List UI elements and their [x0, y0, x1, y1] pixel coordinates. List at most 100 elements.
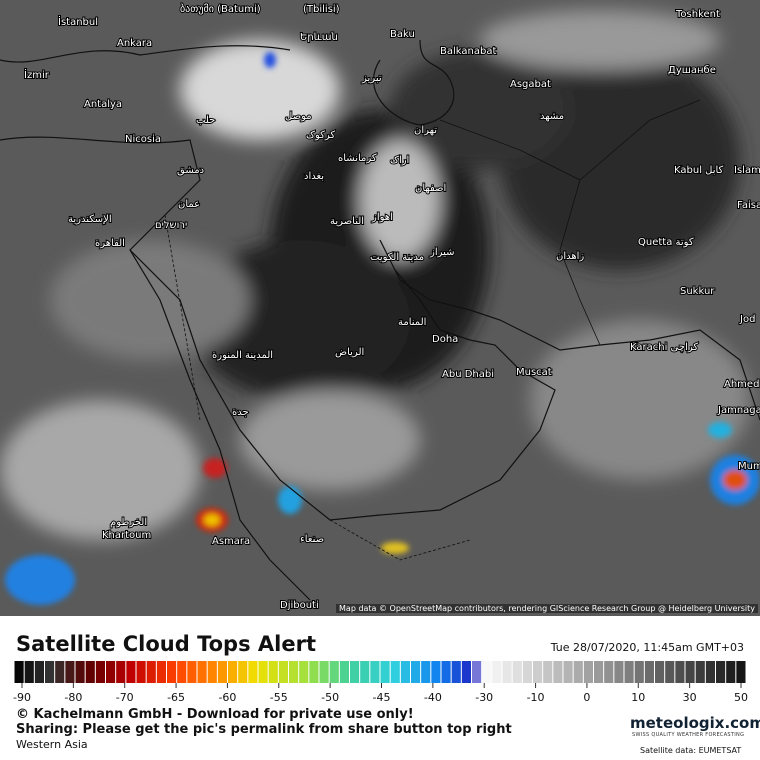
city-label: شیراز — [429, 247, 455, 258]
scale-swatch — [116, 661, 126, 683]
scale-swatch — [390, 661, 400, 683]
scale-swatch — [461, 661, 471, 683]
city-label: Djibouti — [280, 600, 319, 611]
scale-swatch — [522, 661, 532, 683]
scale-swatch — [665, 661, 675, 683]
scale-swatch — [675, 661, 685, 683]
scale-swatch — [512, 661, 522, 683]
scale-swatch — [421, 661, 431, 683]
scale-swatch — [543, 661, 553, 683]
scale-swatch — [624, 661, 634, 683]
city-label: Doha — [432, 334, 458, 345]
city-label: İzmir — [24, 68, 50, 81]
city-label: Kabul کابل — [674, 165, 724, 176]
scale-swatch — [95, 661, 105, 683]
scale-swatch — [472, 661, 482, 683]
scale-swatch — [329, 661, 339, 683]
city-label: الخرطوم — [110, 517, 147, 528]
scale-swatch — [228, 661, 238, 683]
satellite-map: İstanbul Ankara İzmir Antalya Nicosia ბათუმი … — [0, 0, 760, 616]
scale-swatch — [319, 661, 329, 683]
scale-swatch — [573, 661, 583, 683]
city-label: Quetta كوتة — [638, 237, 694, 248]
scale-swatch — [695, 661, 705, 683]
scale-tick-label: -30 — [475, 691, 493, 704]
city-label: الرياض — [335, 347, 364, 358]
scale-swatch — [553, 661, 563, 683]
city-label: Sukkur — [680, 286, 715, 297]
scale-swatch — [309, 661, 319, 683]
scale-tick-label: -80 — [64, 691, 82, 704]
city-label: مدينة الكويت — [370, 252, 424, 263]
scale-swatch — [614, 661, 624, 683]
scale-swatch — [268, 661, 278, 683]
scale-swatch — [726, 661, 736, 683]
scale-swatch — [705, 661, 715, 683]
scale-swatch — [14, 661, 24, 683]
scale-swatch — [411, 661, 421, 683]
scale-swatch — [126, 661, 136, 683]
brand[interactable]: meteologix.com — [630, 714, 760, 732]
scale-swatch — [75, 661, 85, 683]
city-label: Mum — [738, 461, 760, 472]
coastlines — [0, 39, 760, 601]
scale-swatch — [370, 661, 380, 683]
city-label: ירושלים — [155, 220, 187, 231]
color-scale: -90 -80 -70 -65 -60 -55 -50 -45 -40 -30 -10 0 10 30 50 — [13, 661, 748, 704]
scale-swatch — [55, 661, 65, 683]
scale-tick-label: -90 — [13, 691, 31, 704]
city-label: القاهرة — [95, 238, 125, 249]
slogan: SWISS QUALITY WEATHER FORECASTING — [632, 732, 745, 738]
scale-swatch — [177, 661, 187, 683]
city-label: Antalya — [84, 99, 122, 110]
scale-swatch — [685, 661, 695, 683]
scale-swatch — [65, 661, 75, 683]
scale-swatch — [136, 661, 146, 683]
data-source: Satellite data: EUMETSAT — [640, 746, 742, 755]
scale-swatch — [604, 661, 614, 683]
scale-tick-label: -55 — [270, 691, 288, 704]
scale-swatch — [289, 661, 299, 683]
scale-swatch — [85, 661, 95, 683]
copyright: © Kachelmann GmbH - Download for private… — [16, 707, 414, 722]
scale-swatch — [533, 661, 543, 683]
city-labels: İstanbul Ankara İzmir Antalya Nicosia ბათუმი … — [23, 2, 760, 612]
city-label: ბათუმი (Batumi) — [180, 3, 261, 15]
scale-swatch — [441, 661, 451, 683]
scale-swatch — [34, 661, 44, 683]
scale-swatch — [360, 661, 370, 683]
scale-swatch — [156, 661, 166, 683]
city-label: Asgabat — [510, 79, 551, 90]
scale-swatch — [380, 661, 390, 683]
city-label: Baku — [390, 29, 415, 40]
scale-swatch — [197, 661, 207, 683]
scale-swatch — [24, 661, 34, 683]
scale-swatch — [45, 661, 55, 683]
city-label: تهران — [414, 125, 437, 136]
city-label: الناصرية — [330, 216, 364, 227]
scale-tick-label: -60 — [218, 691, 236, 704]
city-label: Khartoum — [102, 530, 151, 541]
city-label: Душанбе — [668, 65, 716, 76]
scale-swatch — [431, 661, 441, 683]
city-label: Nicosia — [125, 134, 161, 145]
scale-tick-label: 0 — [583, 691, 590, 704]
city-label: اهواز — [371, 212, 393, 223]
city-label: زاهدان — [556, 251, 584, 262]
city-label: Asmara — [212, 536, 250, 547]
city-label: اصفهان — [415, 183, 446, 194]
scale-tick-label: -70 — [116, 691, 134, 704]
city-label: Abu Dhabi — [442, 369, 494, 380]
scale-tick-label: 30 — [683, 691, 697, 704]
city-label: İstanbul — [58, 15, 98, 28]
scale-swatch — [736, 661, 746, 683]
legend-title: Satellite Cloud Tops Alert — [16, 632, 316, 656]
city-label: حلب — [196, 115, 215, 126]
scale-swatch — [339, 661, 349, 683]
region: Western Asia — [16, 738, 88, 751]
city-label: اراک — [390, 155, 409, 166]
scale-swatch — [106, 661, 116, 683]
city-label: الإسكندرية — [68, 214, 112, 225]
scale-swatch — [299, 661, 309, 683]
city-label: المدينة المنورة — [212, 350, 273, 361]
